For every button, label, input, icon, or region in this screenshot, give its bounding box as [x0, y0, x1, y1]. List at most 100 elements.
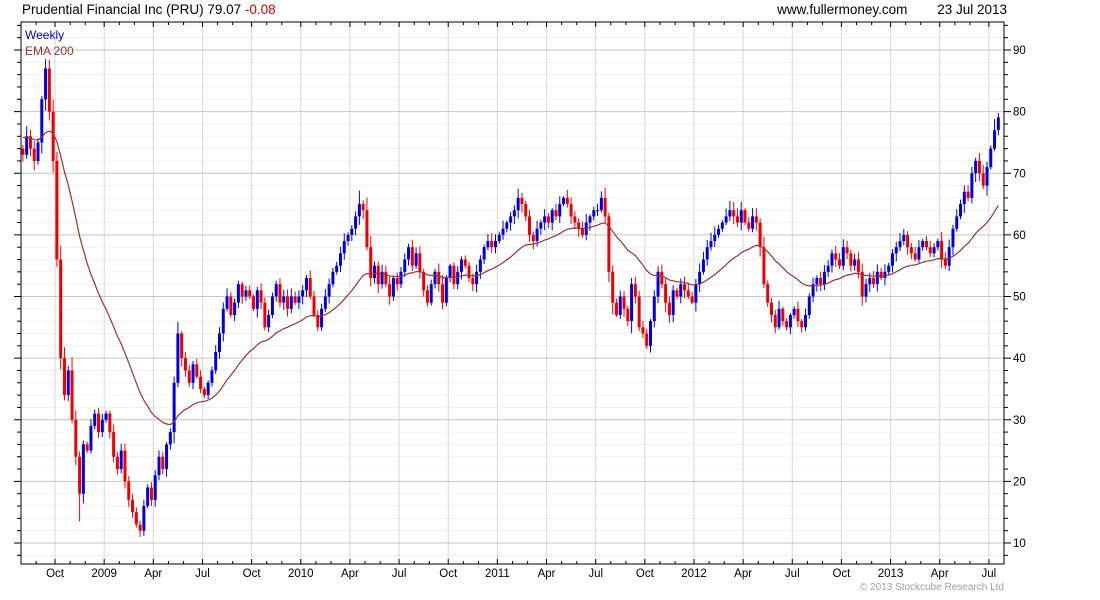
candle-body	[932, 247, 936, 254]
candle-body	[565, 197, 569, 205]
candle-body	[671, 290, 675, 315]
candle-body	[463, 259, 467, 266]
candle-body	[985, 167, 989, 186]
x-axis-label: Jul	[195, 568, 210, 580]
ema-line	[22, 130, 999, 426]
candle-body	[762, 247, 766, 285]
copyright-label: © 2013 Stockcube Research Ltd	[859, 582, 1004, 593]
candle-body	[641, 327, 645, 334]
candle-body	[558, 204, 562, 217]
candle-body	[153, 475, 157, 500]
candle-body	[399, 271, 403, 285]
candle-body	[966, 191, 970, 198]
candle-body	[497, 234, 501, 242]
candle-body	[316, 314, 320, 328]
candle-body	[146, 487, 150, 507]
x-axis-label: Apr	[538, 568, 556, 580]
candle-body	[85, 444, 89, 451]
candle-body	[471, 278, 475, 285]
candle-body	[902, 234, 906, 242]
candle-body	[354, 216, 358, 229]
candle-body	[838, 259, 842, 266]
candle-body	[936, 241, 940, 248]
candle-body	[596, 210, 600, 212]
y-axis-label: 60	[1013, 230, 1026, 242]
price-change: -0.08	[244, 2, 276, 17]
candle-body	[112, 432, 116, 457]
candle-body	[917, 247, 921, 260]
x-axis-label: Apr	[144, 568, 162, 580]
candle-body	[630, 284, 634, 322]
candle-body	[543, 216, 547, 223]
candle-body	[93, 413, 97, 426]
y-axis-label: 40	[1013, 353, 1026, 365]
candle-body	[849, 253, 853, 266]
candle-body	[732, 210, 736, 217]
candle-body	[441, 284, 445, 303]
candle-body	[176, 333, 180, 383]
candle-body	[554, 210, 558, 217]
candle-body	[127, 481, 131, 500]
candle-body	[713, 234, 717, 242]
candle-body	[274, 284, 278, 297]
candle-body	[206, 382, 210, 396]
candle-body	[705, 247, 709, 260]
candle-body	[119, 450, 123, 470]
candle-body	[433, 271, 437, 285]
candle-body	[44, 68, 48, 100]
candle-body	[70, 370, 74, 420]
candle-body	[165, 444, 169, 470]
candle-body	[887, 265, 891, 272]
candle-body	[845, 247, 849, 254]
y-axis-label: 10	[1013, 538, 1026, 550]
candle-body	[131, 499, 135, 513]
candle-body	[667, 302, 671, 315]
candle-body	[289, 296, 293, 309]
candle-body	[769, 302, 773, 315]
candle-body	[993, 130, 997, 149]
x-axis-label: Jul	[588, 568, 603, 580]
candle-body	[373, 265, 377, 279]
candle-body	[819, 278, 823, 285]
candle-body	[444, 278, 448, 303]
candle-body	[509, 216, 513, 223]
candle-body	[425, 290, 429, 303]
candle-body	[546, 216, 550, 223]
candle-body	[248, 290, 252, 297]
candle-body	[603, 197, 607, 217]
candle-body	[36, 142, 40, 161]
candle-body	[785, 321, 789, 328]
candle-body	[804, 314, 808, 328]
candle-body	[501, 228, 505, 235]
candle-body	[856, 259, 860, 272]
header-right: www.fullermoney.com 23 Jul 2013	[0, 2, 1007, 17]
candle-body	[493, 241, 497, 248]
candle-body	[686, 290, 690, 297]
candle-body	[338, 253, 342, 266]
candle-body	[418, 253, 422, 272]
candle-body	[361, 204, 365, 211]
candle-body	[875, 271, 879, 285]
candle-body	[660, 271, 664, 285]
candle-body	[157, 456, 161, 476]
x-axis-label: Apr	[734, 568, 752, 580]
y-axis-label: 70	[1013, 168, 1026, 180]
candle-body	[301, 290, 305, 297]
candle-body	[826, 265, 830, 272]
candle-body	[267, 314, 271, 328]
candle-body	[183, 358, 187, 371]
candle-body	[134, 512, 138, 525]
candle-body	[981, 173, 985, 186]
candle-body	[739, 210, 743, 223]
candle-body	[97, 413, 101, 433]
candle-body	[505, 222, 509, 229]
candle-body	[32, 148, 36, 161]
candle-body	[62, 358, 66, 396]
candle-body	[312, 296, 316, 315]
candle-body	[879, 271, 883, 279]
candle-body	[490, 241, 494, 248]
candle-body	[531, 234, 535, 242]
candle-body	[486, 241, 490, 248]
candle-body	[210, 370, 214, 383]
